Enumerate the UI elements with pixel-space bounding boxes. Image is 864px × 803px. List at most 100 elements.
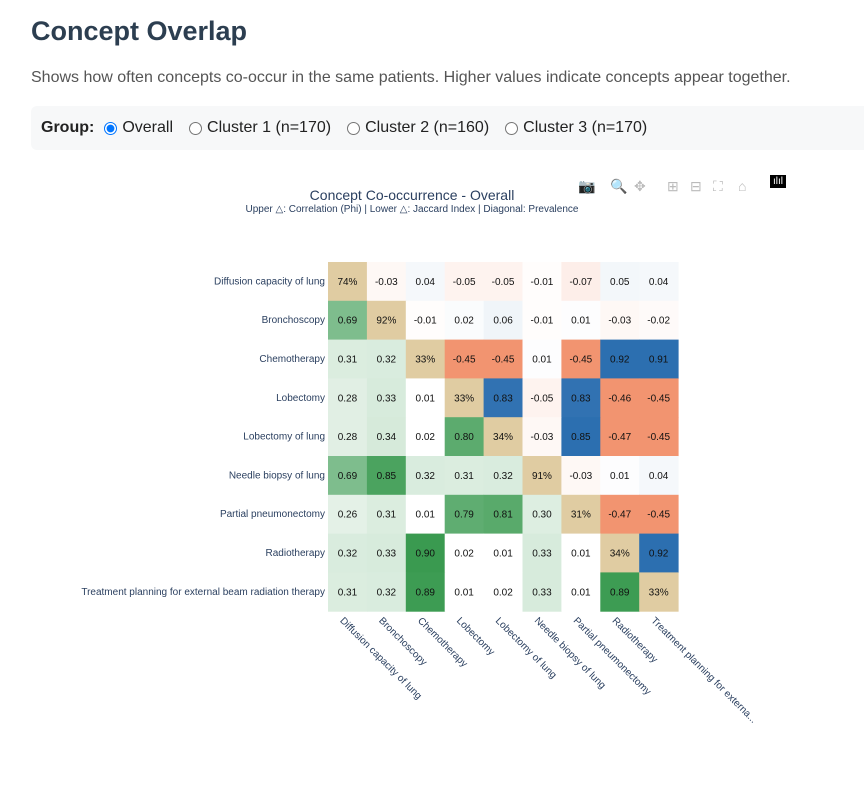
- cell-label: 0.04: [416, 277, 436, 288]
- heatmap-cell[interactable]: [328, 494, 368, 535]
- heatmap-cell[interactable]: [405, 572, 446, 612]
- heatmap-cell[interactable]: [328, 262, 368, 302]
- heatmap-cell[interactable]: [639, 572, 679, 612]
- heatmap-cell[interactable]: [366, 456, 407, 496]
- heatmap-cell[interactable]: [444, 456, 485, 496]
- heatmap-cell[interactable]: [600, 572, 640, 612]
- heatmap-cell[interactable]: [522, 300, 562, 341]
- heatmap-cell[interactable]: [444, 300, 485, 341]
- heatmap-cell[interactable]: [405, 300, 446, 341]
- heatmap-cell[interactable]: [444, 262, 485, 302]
- cell-label: 0.69: [338, 471, 358, 482]
- heatmap-cell[interactable]: [483, 378, 523, 418]
- heatmap-cell[interactable]: [483, 262, 523, 302]
- heatmap-cell[interactable]: [600, 533, 640, 573]
- heatmap-cell[interactable]: [600, 262, 640, 302]
- heatmap-cell[interactable]: [405, 417, 446, 457]
- heatmap-cell[interactable]: [639, 339, 679, 379]
- heatmap-cell[interactable]: [328, 300, 368, 341]
- zoom-out-icon[interactable]: ⊟: [690, 178, 702, 194]
- heatmap-cell[interactable]: [328, 456, 368, 496]
- heatmap-cell[interactable]: [444, 572, 485, 612]
- heatmap-cell[interactable]: [522, 339, 562, 379]
- cell-label: 0.01: [571, 549, 591, 560]
- heatmap-cell[interactable]: [639, 417, 679, 457]
- heatmap-cell[interactable]: [561, 378, 601, 418]
- heatmap-cell[interactable]: [522, 262, 562, 302]
- heatmap-cell[interactable]: [328, 572, 368, 612]
- cell-label: 0.85: [571, 432, 591, 443]
- plotly-logo-icon[interactable]: ılıl: [770, 175, 786, 188]
- cell-label: 0.26: [338, 510, 358, 521]
- heatmap-cell[interactable]: [328, 417, 368, 457]
- heatmap-cell[interactable]: [561, 339, 601, 379]
- radio-cluster-1[interactable]: Cluster 1 (n=170): [185, 119, 331, 137]
- heatmap-cell[interactable]: [366, 378, 407, 418]
- heatmap-cell[interactable]: [639, 262, 679, 302]
- heatmap-cell[interactable]: [639, 456, 679, 496]
- cell-label: 0.32: [377, 587, 397, 598]
- heatmap-cell[interactable]: [405, 533, 446, 573]
- heatmap-cell[interactable]: [483, 339, 523, 379]
- heatmap-cell[interactable]: [405, 456, 446, 496]
- pan-icon[interactable]: ✥: [634, 178, 646, 194]
- heatmap-cell[interactable]: [444, 533, 485, 573]
- heatmap-cell[interactable]: [405, 262, 446, 302]
- heatmap-cell[interactable]: [483, 456, 523, 496]
- heatmap-cell[interactable]: [561, 494, 601, 535]
- heatmap-cell[interactable]: [366, 262, 407, 302]
- autoscale-icon[interactable]: ⛶: [713, 178, 723, 194]
- heatmap-cell[interactable]: [600, 339, 640, 379]
- heatmap-cell[interactable]: [366, 417, 407, 457]
- heatmap-cell[interactable]: [483, 417, 523, 457]
- heatmap-cell[interactable]: [600, 417, 640, 457]
- heatmap-cell[interactable]: [522, 456, 562, 496]
- heatmap-cell[interactable]: [405, 378, 446, 418]
- heatmap-cell[interactable]: [328, 533, 368, 573]
- heatmap-cell[interactable]: [444, 339, 485, 379]
- heatmap-cell[interactable]: [483, 533, 523, 573]
- heatmap-cell[interactable]: [639, 300, 679, 341]
- camera-icon[interactable]: 📷: [578, 178, 596, 194]
- heatmap-cell[interactable]: [561, 262, 601, 302]
- heatmap-cell[interactable]: [522, 533, 562, 573]
- radio-cluster-2[interactable]: Cluster 2 (n=160): [343, 119, 489, 137]
- heatmap-cell[interactable]: [366, 300, 407, 341]
- heatmap-cell[interactable]: [639, 378, 679, 418]
- heatmap-cell[interactable]: [522, 417, 562, 457]
- heatmap-cell[interactable]: [366, 572, 407, 612]
- heatmap-cell[interactable]: [366, 494, 407, 535]
- heatmap-cell[interactable]: [639, 494, 679, 535]
- heatmap-cell[interactable]: [328, 378, 368, 418]
- heatmap-cell[interactable]: [561, 417, 601, 457]
- home-icon[interactable]: ⌂: [738, 178, 747, 194]
- heatmap-cell[interactable]: [483, 494, 523, 535]
- zoom-in-icon[interactable]: ⊞: [667, 178, 679, 194]
- heatmap-cell[interactable]: [600, 494, 640, 535]
- heatmap-cell[interactable]: [561, 456, 601, 496]
- heatmap-cell[interactable]: [561, 572, 601, 612]
- heatmap-cell[interactable]: [444, 378, 485, 418]
- heatmap-cell[interactable]: [600, 378, 640, 418]
- heatmap-cell[interactable]: [366, 533, 407, 573]
- heatmap-cell[interactable]: [600, 300, 640, 341]
- heatmap-cell[interactable]: [444, 417, 485, 457]
- heatmap-cell[interactable]: [561, 533, 601, 573]
- heatmap-cell[interactable]: [328, 339, 368, 379]
- heatmap-cell[interactable]: [522, 494, 562, 535]
- heatmap-cell[interactable]: [600, 456, 640, 496]
- radio-cluster-3[interactable]: Cluster 3 (n=170): [501, 119, 647, 137]
- heatmap-cell[interactable]: [522, 572, 562, 612]
- heatmap-cell[interactable]: [444, 494, 485, 535]
- heatmap-cell[interactable]: [522, 378, 562, 418]
- heatmap-cell[interactable]: [405, 339, 446, 379]
- zoom-icon[interactable]: 🔍: [610, 178, 628, 194]
- heatmap-cell[interactable]: [639, 533, 679, 573]
- heatmap-cell[interactable]: [366, 339, 407, 379]
- radio-overall[interactable]: Overall: [100, 119, 173, 137]
- heatmap-cell[interactable]: [483, 572, 523, 612]
- heatmap-cell[interactable]: [561, 300, 601, 341]
- heatmap-cell[interactable]: [483, 300, 523, 341]
- heatmap-cell[interactable]: [405, 494, 446, 535]
- cell-label: 0.02: [416, 432, 436, 443]
